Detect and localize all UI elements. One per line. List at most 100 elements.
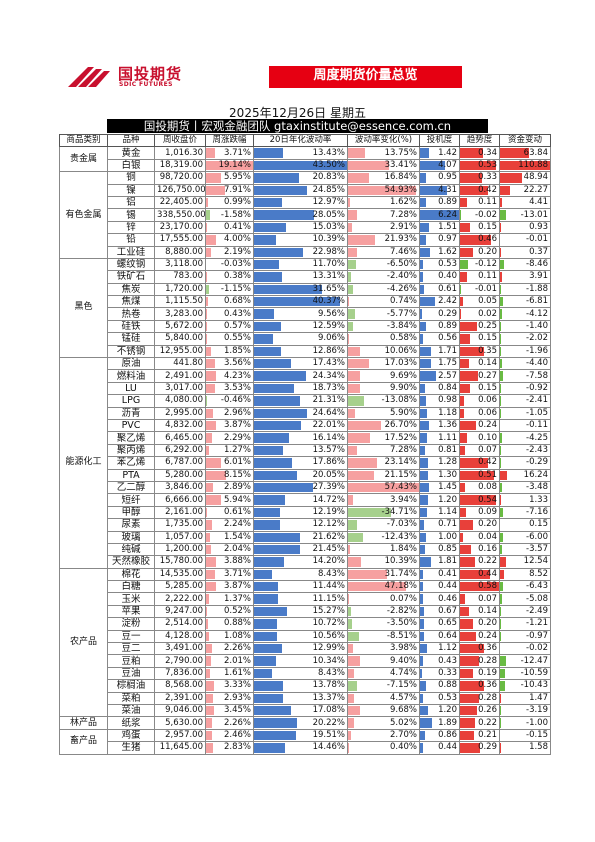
fund-flow-value: -13.01	[520, 209, 548, 220]
speculation-bar	[420, 272, 423, 282]
volatility-bar	[254, 544, 300, 555]
commodity-name: 苹果	[107, 604, 155, 619]
volatility-bar	[254, 359, 292, 369]
trend-bar	[460, 445, 465, 456]
trend-bar	[460, 284, 461, 295]
table-row: 硅铁 5,672.00 0.57% 12.59% -3.84% 0.89 0.25 -1.40	[60, 319, 551, 334]
volatility-bar	[254, 420, 302, 431]
volatility: 24.85%	[253, 183, 348, 197]
fund-flow-value: 1.47	[529, 692, 548, 703]
col-trend: 趋势度	[459, 133, 500, 148]
speculation-bar	[420, 359, 431, 369]
weekly-change: 0.68%	[205, 295, 254, 309]
volatility: 12.19%	[253, 505, 348, 520]
fund-flow-bar	[500, 396, 502, 406]
weekly-change: 0.61%	[205, 505, 254, 520]
fund-flow-bar	[500, 321, 501, 332]
volatility: 8.43%	[253, 567, 348, 582]
volatility-change: 4.74%	[347, 666, 420, 681]
volatility-change: 47.18%	[347, 580, 420, 594]
weekly-change-value: 2.26%	[223, 717, 251, 728]
trend-bar	[460, 173, 483, 183]
speculation-value: 1.11	[438, 432, 457, 443]
weekly-change-value: 3.71%	[223, 568, 251, 579]
fund-flow-bar	[500, 297, 504, 307]
weekly-change-bar	[206, 222, 207, 233]
speculation-value: 0.44	[438, 742, 457, 753]
volatility-change: 1.62%	[347, 195, 420, 210]
volatility-change: 0.07%	[347, 592, 420, 606]
trend-value: 0.33	[478, 172, 497, 183]
fund-flow-value: -6.81	[526, 296, 548, 307]
speculation: 0.53	[419, 257, 460, 272]
speculation: 0.98	[419, 394, 460, 408]
fund-flow-value: -10.59	[520, 667, 548, 678]
fund-flow-bar	[500, 693, 501, 703]
speculation-bar	[420, 321, 426, 332]
weekly-change-bar	[206, 309, 208, 319]
volatility: 10.34%	[253, 654, 348, 668]
trend-bar	[460, 693, 479, 703]
commodity-name: 原油	[107, 357, 155, 371]
volatility-value: 13.78%	[312, 680, 345, 691]
weekly-change: 3.33%	[205, 679, 254, 693]
volatility-change: 7.28%	[347, 208, 420, 222]
speculation-value: 0.61	[438, 283, 457, 294]
col-category: 商品类别	[59, 133, 108, 148]
weekly-change-value: 3.56%	[223, 358, 251, 369]
trend-bar	[460, 730, 475, 741]
trend: 0.19	[459, 666, 500, 681]
fund-flow-bar	[500, 470, 508, 480]
speculation: 4.07	[419, 158, 460, 173]
volatility-change-bar	[348, 297, 349, 307]
volatility-change: -8.51%	[347, 629, 420, 644]
close-price: 338,550.00	[154, 208, 206, 222]
volatility-change-value: -12.43%	[381, 531, 417, 542]
volatility: 16.14%	[253, 431, 348, 445]
trend: 0.46	[459, 233, 500, 247]
weekly-change: 2.46%	[205, 728, 254, 743]
close-price: 6,465.00	[154, 431, 206, 445]
trend-bar	[460, 309, 462, 319]
fund-flow-value: -7.16	[526, 506, 548, 517]
volatility-change-value: 17.52%	[384, 432, 417, 443]
volatility-bar	[254, 532, 301, 542]
weekly-change-value: 3.53%	[223, 383, 251, 393]
table-row: 菜油 9,046.00 3.45% 17.08% 9.68% 1.20 0.26 -3.19	[60, 703, 551, 718]
trend-value: 0.27	[478, 370, 497, 381]
commodity-name: 菜粕	[107, 691, 155, 705]
fund-flow-value: -2.43	[526, 444, 548, 455]
speculation: 1.20	[419, 703, 460, 718]
volatility-change-value: 7.46%	[389, 246, 417, 257]
trend-bar	[460, 185, 489, 195]
weekly-change-value: 1.27%	[223, 444, 251, 455]
volatility-value: 12.12%	[312, 519, 345, 530]
speculation: 1.30	[419, 468, 460, 482]
volatility-change: -7.15%	[347, 679, 420, 693]
table-row: 有色金属铜 98,720.00 5.95% 20.83% 16.84% 0.95 0.33 4…	[59, 171, 551, 259]
speculation-value: 2.57	[438, 370, 457, 381]
trend: 0.35	[459, 344, 500, 359]
trend: 0.42	[459, 456, 500, 470]
weekly-change-value: 2.83%	[223, 742, 251, 753]
category-cell: 黑色	[59, 257, 108, 359]
speculation-value: 1.20	[438, 705, 457, 716]
close-price: 23,170.00	[154, 220, 206, 235]
speculation-bar	[420, 173, 426, 183]
trend: 0.06	[459, 394, 500, 408]
volatility-value: 40.37%	[312, 296, 345, 307]
speculation-bar	[420, 644, 427, 654]
volatility-change-value: 7.28%	[389, 444, 417, 455]
fund-flow-bar	[500, 743, 501, 753]
commodity-name: 短纤	[107, 493, 155, 507]
volatility-change-value: -5.77%	[386, 308, 417, 319]
volatility-change-value: -7.15%	[386, 680, 417, 691]
weekly-change-value: 1.37%	[223, 593, 251, 604]
volatility-change: -3.84%	[347, 319, 420, 334]
speculation-value: 1.36	[438, 420, 457, 431]
volatility-change: 3.94%	[347, 493, 420, 507]
trend-bar	[460, 569, 490, 580]
fund-flow-value: -0.29	[526, 457, 548, 468]
col-fund-flow: 资金变动	[499, 133, 551, 148]
trend: 0.44	[459, 567, 500, 582]
